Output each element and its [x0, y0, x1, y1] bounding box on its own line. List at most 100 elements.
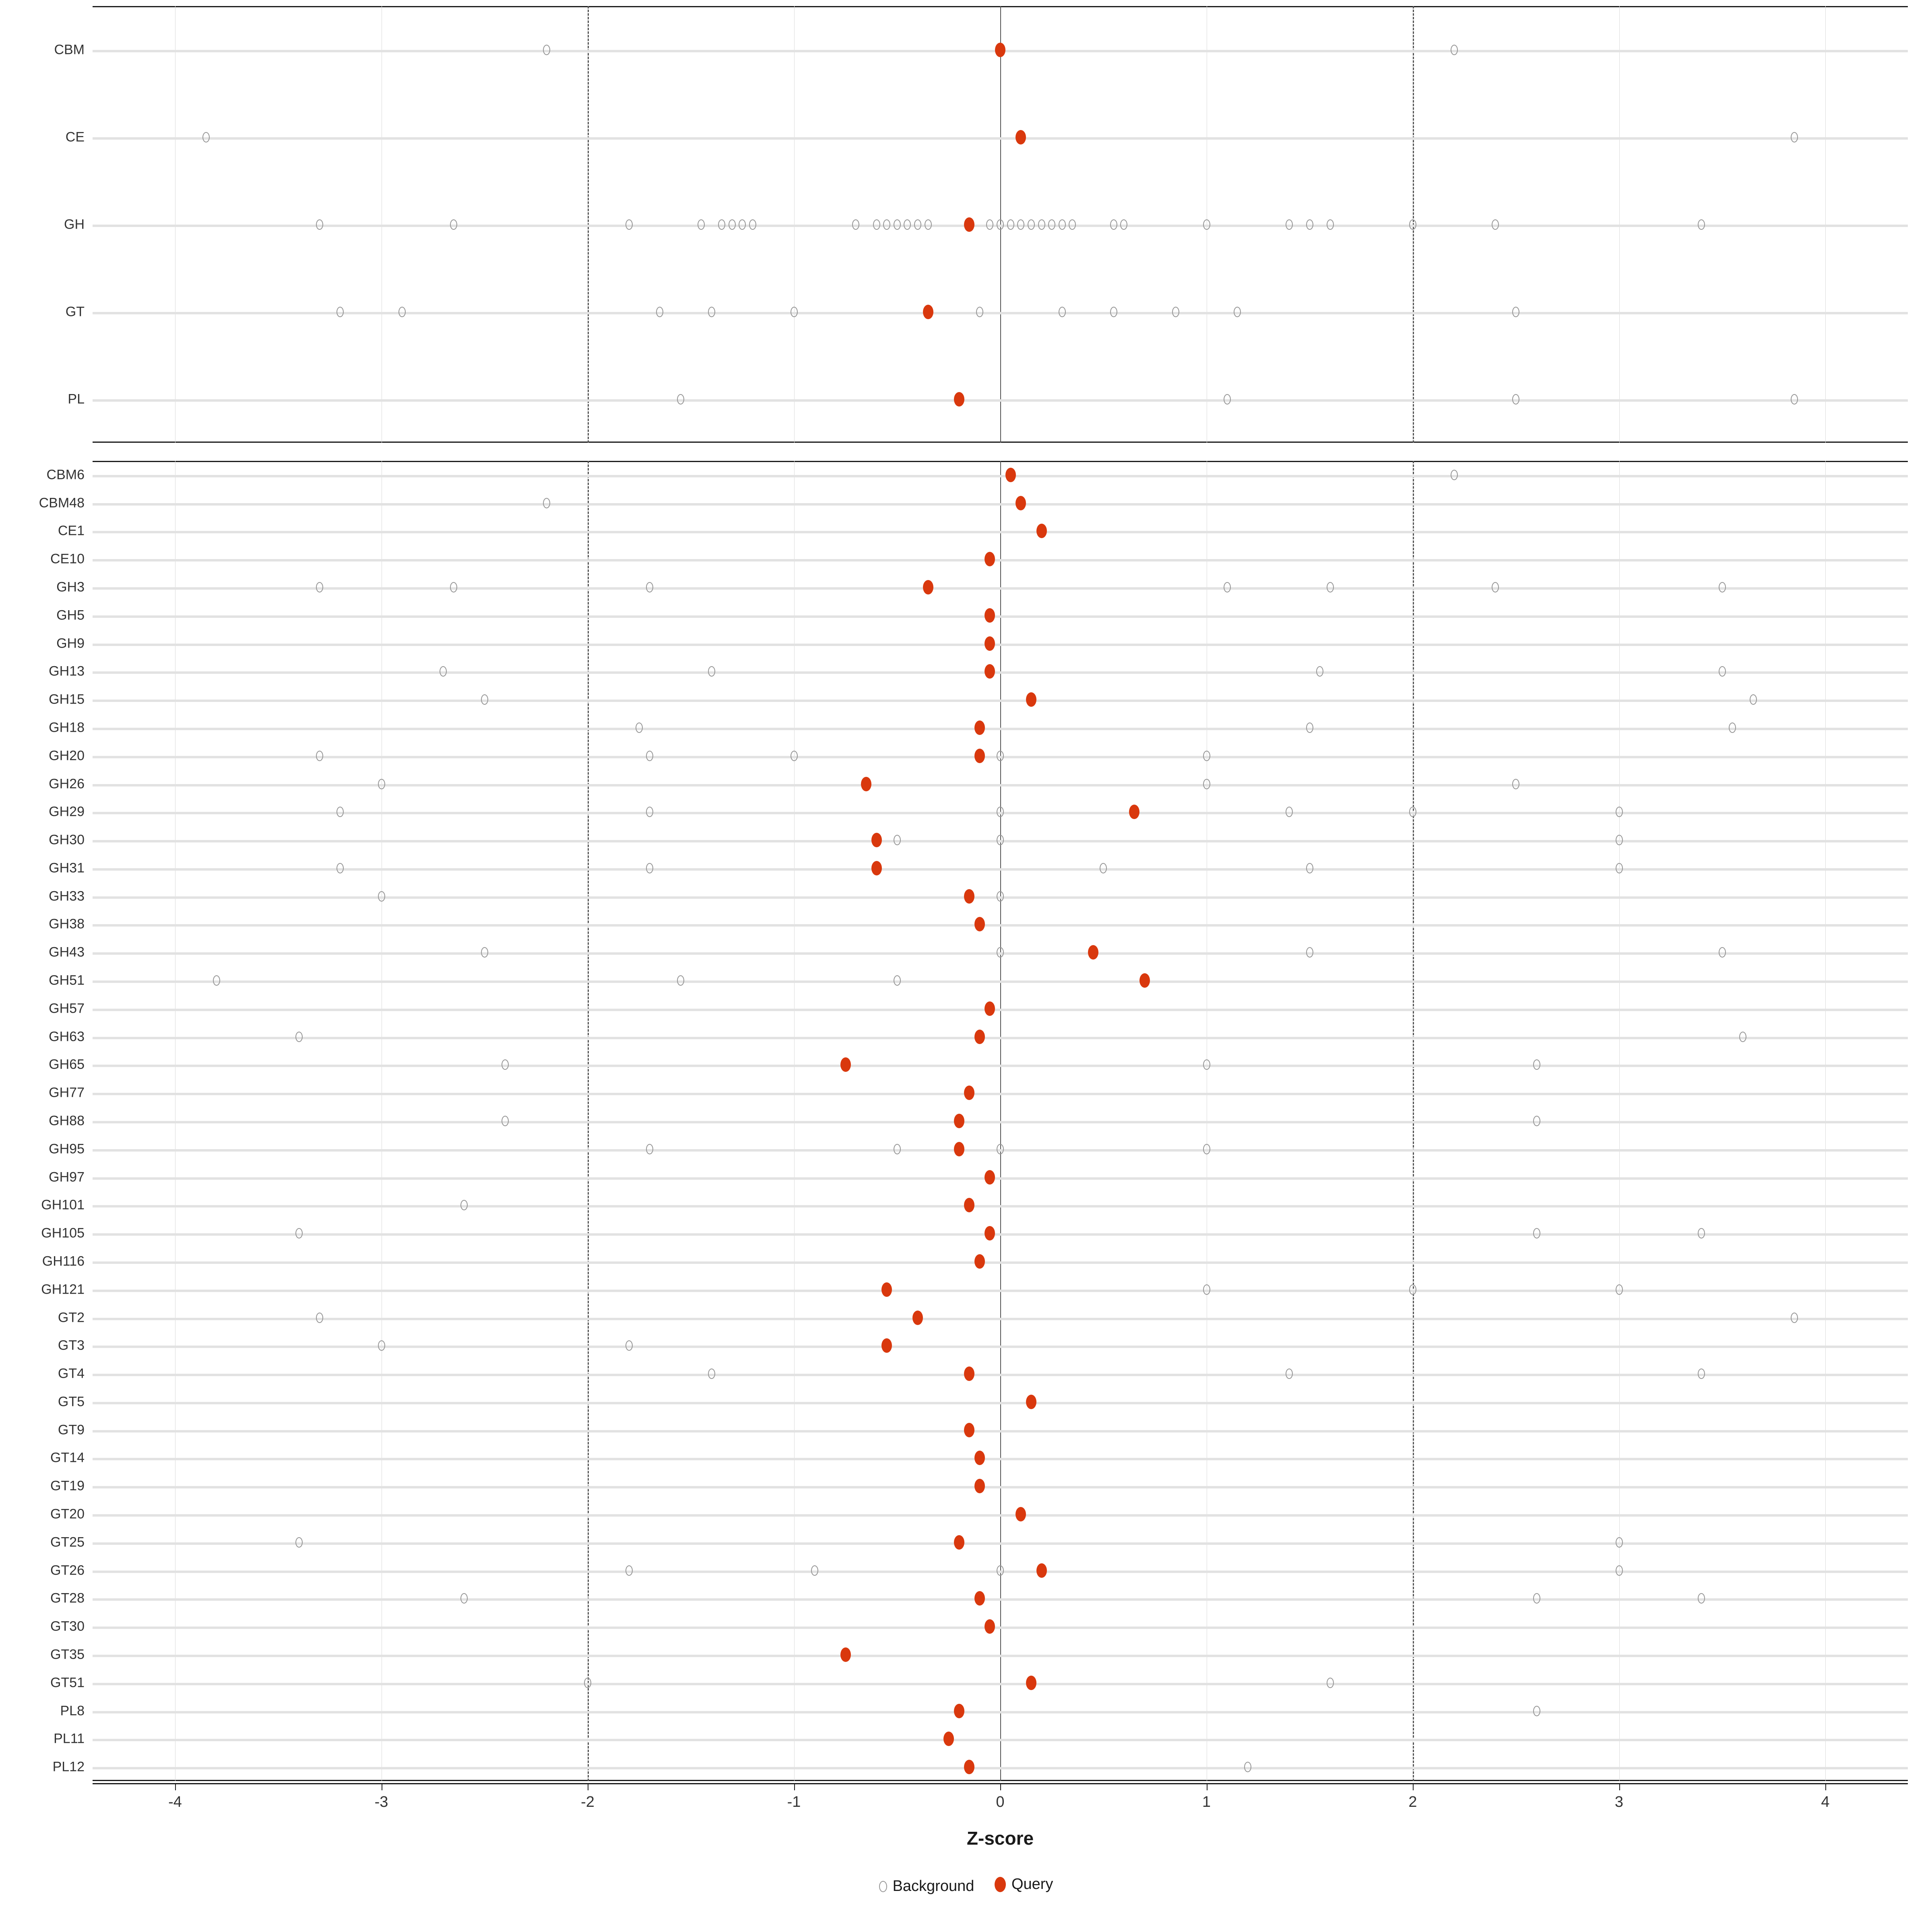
- background-point-GH20-0[interactable]: [316, 751, 323, 761]
- background-point-GH63-1[interactable]: [1739, 1032, 1746, 1042]
- background-point-GH18-0[interactable]: [636, 722, 643, 733]
- query-point-GH116[interactable]: [974, 1254, 985, 1269]
- background-point-GH15-1[interactable]: [1750, 694, 1757, 705]
- background-point-GH3-2[interactable]: [646, 582, 653, 592]
- query-point-GT26[interactable]: [1036, 1563, 1047, 1578]
- background-point-PL12-0[interactable]: [1244, 1762, 1251, 1772]
- background-point-GT3-0[interactable]: [378, 1340, 385, 1351]
- background-point-GT28-0[interactable]: [460, 1593, 468, 1604]
- background-point-GH29-5[interactable]: [1616, 807, 1623, 817]
- query-point-PL12[interactable]: [964, 1760, 974, 1774]
- legend-item-query[interactable]: Query: [995, 1876, 1053, 1893]
- background-point-GH43-1[interactable]: [997, 947, 1004, 958]
- background-point-GT-3[interactable]: [708, 307, 715, 317]
- query-point-GH105[interactable]: [985, 1226, 995, 1241]
- background-point-CBM-0[interactable]: [543, 45, 550, 55]
- background-point-GH20-3[interactable]: [997, 751, 1004, 761]
- background-point-GH31-2[interactable]: [1100, 863, 1107, 873]
- background-point-GH29-2[interactable]: [997, 807, 1004, 817]
- background-point-GH3-3[interactable]: [1224, 582, 1231, 592]
- background-point-GH121-2[interactable]: [1616, 1284, 1623, 1295]
- query-point-CE[interactable]: [1016, 130, 1026, 144]
- background-point-GH-4[interactable]: [718, 219, 725, 230]
- query-point-GH[interactable]: [964, 217, 974, 232]
- background-point-GH51-0[interactable]: [213, 975, 220, 986]
- background-point-GH-26[interactable]: [1203, 219, 1210, 230]
- background-point-GH18-1[interactable]: [1306, 722, 1313, 733]
- background-point-GH51-2[interactable]: [894, 975, 901, 986]
- query-point-GH5[interactable]: [985, 608, 995, 623]
- background-point-GH-11[interactable]: [894, 219, 901, 230]
- background-point-GH-32[interactable]: [1698, 219, 1705, 230]
- background-point-GT3-1[interactable]: [625, 1340, 633, 1351]
- background-point-GT-4[interactable]: [791, 307, 798, 317]
- background-point-GH-13[interactable]: [914, 219, 921, 230]
- background-point-GH105-2[interactable]: [1698, 1228, 1705, 1238]
- background-point-GH26-0[interactable]: [378, 779, 385, 789]
- background-point-GH13-1[interactable]: [708, 666, 715, 677]
- background-point-GH31-4[interactable]: [1616, 863, 1623, 873]
- background-point-GH-31[interactable]: [1492, 219, 1499, 230]
- query-point-PL[interactable]: [954, 392, 964, 407]
- background-point-PL-1[interactable]: [1224, 394, 1231, 405]
- background-point-GT-9[interactable]: [1234, 307, 1241, 317]
- background-point-GH-24[interactable]: [1110, 219, 1117, 230]
- background-point-GT26-2[interactable]: [997, 1565, 1004, 1576]
- background-point-GH33-0[interactable]: [378, 891, 385, 902]
- background-point-GH31-1[interactable]: [646, 863, 653, 873]
- background-point-GH3-5[interactable]: [1492, 582, 1499, 592]
- query-point-GH38[interactable]: [974, 917, 985, 931]
- query-point-GT28[interactable]: [974, 1591, 985, 1606]
- background-point-GH-14[interactable]: [925, 219, 932, 230]
- background-point-GT26-0[interactable]: [625, 1565, 633, 1576]
- background-point-GH-6[interactable]: [739, 219, 746, 230]
- background-point-GH20-4[interactable]: [1203, 751, 1210, 761]
- query-point-GH77[interactable]: [964, 1086, 974, 1100]
- background-point-GH-17[interactable]: [1007, 219, 1014, 230]
- background-point-GH-9[interactable]: [873, 219, 880, 230]
- query-point-GH88[interactable]: [954, 1114, 964, 1128]
- background-point-GT-0[interactable]: [336, 307, 344, 317]
- query-point-GH20[interactable]: [974, 749, 985, 763]
- background-point-GT2-0[interactable]: [316, 1313, 323, 1323]
- background-point-GH65-1[interactable]: [1203, 1059, 1210, 1070]
- query-point-GH65[interactable]: [840, 1057, 851, 1072]
- background-point-GH-29[interactable]: [1327, 219, 1334, 230]
- background-point-GH-21[interactable]: [1048, 219, 1055, 230]
- background-point-GH13-2[interactable]: [1316, 666, 1323, 677]
- query-point-GT4[interactable]: [964, 1366, 974, 1381]
- query-point-CBM6[interactable]: [1005, 468, 1016, 482]
- background-point-GH95-0[interactable]: [646, 1144, 653, 1154]
- background-point-GH65-0[interactable]: [502, 1059, 509, 1070]
- query-point-GH9[interactable]: [985, 636, 995, 651]
- background-point-CE-0[interactable]: [202, 132, 210, 142]
- background-point-GH-1[interactable]: [450, 219, 457, 230]
- background-point-GT28-1[interactable]: [1533, 1593, 1540, 1604]
- background-point-GH43-0[interactable]: [481, 947, 488, 958]
- query-point-GH30[interactable]: [871, 833, 882, 847]
- query-point-PL8[interactable]: [954, 1704, 964, 1718]
- background-point-GH63-0[interactable]: [295, 1032, 303, 1042]
- background-point-GH-30[interactable]: [1409, 219, 1416, 230]
- background-point-GH-16[interactable]: [997, 219, 1004, 230]
- query-point-GH31[interactable]: [871, 861, 882, 875]
- query-point-GH121[interactable]: [881, 1282, 892, 1297]
- background-point-GT26-3[interactable]: [1616, 1565, 1623, 1576]
- background-point-GH20-2[interactable]: [791, 751, 798, 761]
- background-point-GH-0[interactable]: [316, 219, 323, 230]
- background-point-GH3-0[interactable]: [316, 582, 323, 592]
- background-point-GT26-1[interactable]: [811, 1565, 818, 1576]
- query-point-PL11[interactable]: [943, 1732, 954, 1746]
- background-point-GH-22[interactable]: [1059, 219, 1066, 230]
- background-point-GH13-0[interactable]: [440, 666, 447, 677]
- background-point-PL8-0[interactable]: [1533, 1706, 1540, 1716]
- background-point-GH88-1[interactable]: [1533, 1116, 1540, 1126]
- background-point-GT-10[interactable]: [1512, 307, 1519, 317]
- background-point-GH95-1[interactable]: [894, 1144, 901, 1154]
- query-point-GT14[interactable]: [974, 1451, 985, 1465]
- background-point-GT-2[interactable]: [656, 307, 663, 317]
- background-point-GT51-0[interactable]: [584, 1678, 591, 1688]
- background-point-GH-7[interactable]: [749, 219, 756, 230]
- query-point-GH63[interactable]: [974, 1030, 985, 1044]
- query-point-CE1[interactable]: [1036, 524, 1047, 538]
